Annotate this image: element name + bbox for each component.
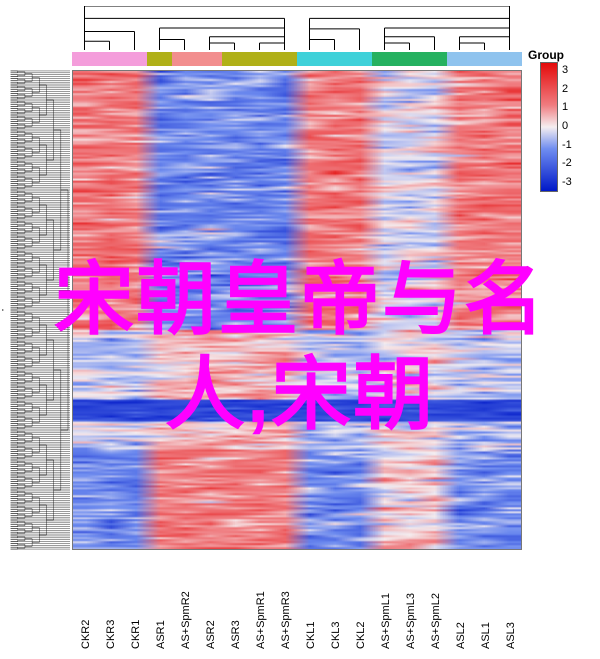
column-label: CKR3 (105, 620, 117, 649)
group-segment (72, 52, 147, 66)
column-label: ASR2 (205, 620, 217, 649)
legend-tick: 3 (562, 65, 568, 76)
column-label: AS+SpmR3 (280, 591, 292, 649)
column-label: ASR3 (230, 620, 242, 649)
column-label: AS+SpmL1 (380, 593, 392, 649)
column-dendrogram (72, 6, 522, 50)
group-bar-label: Group (528, 48, 564, 62)
column-label: CKL3 (330, 621, 342, 649)
column-label: ASL2 (455, 622, 467, 649)
group-segment (147, 52, 172, 66)
legend-tick: -3 (562, 177, 572, 188)
color-scale-legend (540, 62, 558, 192)
column-label: CKL1 (305, 621, 317, 649)
heatmap (72, 70, 522, 550)
legend-tick: -1 (562, 140, 572, 151)
column-label: ASL1 (480, 622, 492, 649)
column-label: CKR1 (130, 620, 142, 649)
legend-tick: -2 (562, 158, 572, 169)
column-label: ASR1 (155, 620, 167, 649)
column-label: AS+SpmR2 (180, 591, 192, 649)
group-segment (447, 52, 522, 66)
color-scale-ticks: 3 2 1 0 -1 -2 -3 (562, 56, 592, 198)
column-label: AS+SpmL3 (405, 593, 417, 649)
column-labels: CKR2 CKR3 CKR1 ASR1 AS+SpmR2 ASR2 ASR3 AS+SpmR1… (72, 554, 522, 654)
legend-tick: 0 (562, 121, 568, 132)
column-label: CKL2 (355, 621, 367, 649)
group-segment (172, 52, 222, 66)
group-segment (247, 52, 297, 66)
legend-tick: 2 (562, 84, 568, 95)
legend-tick: 1 (562, 102, 568, 113)
column-label: AS+SpmL2 (430, 593, 442, 649)
group-segment (372, 52, 447, 66)
row-dendrogram (2, 70, 70, 550)
group-segment (222, 52, 247, 66)
column-label: ASL3 (505, 622, 517, 649)
column-label: AS+SpmR1 (255, 591, 267, 649)
group-color-bar (72, 52, 522, 66)
figure-stage: Group CKR2 CKR3 CKR1 ASR1 AS+SpmR2 ASR2 ASR3 AS… (0, 0, 600, 659)
column-label: CKR2 (80, 620, 92, 649)
group-segment (297, 52, 372, 66)
